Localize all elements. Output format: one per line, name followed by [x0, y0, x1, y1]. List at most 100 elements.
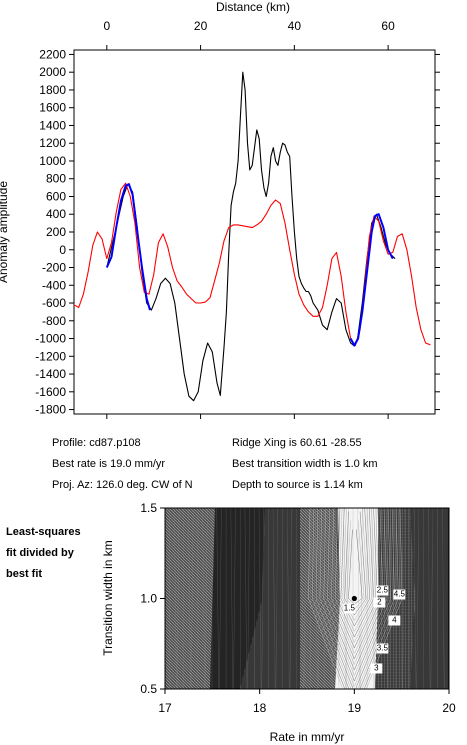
contour-line	[244, 508, 248, 689]
bottom-x-ticks: 17 18 19 20	[158, 689, 456, 715]
contour-line	[342, 508, 369, 622]
contour-label: 2	[377, 598, 382, 607]
series-line-observed	[106, 71, 396, 402]
contour-lines	[165, 508, 445, 689]
contour-label-bg	[376, 585, 389, 596]
contour-line	[317, 508, 321, 689]
contour-line	[413, 508, 417, 689]
top-y-tick-label: 0	[59, 243, 66, 257]
bottom-x-tick-label: 17	[158, 701, 172, 715]
top-y-tick-label: 800	[46, 172, 66, 186]
contour-line	[219, 508, 222, 689]
top-y-tick-label: -600	[42, 296, 66, 310]
bottom-chart: 17 18 19 20 0.5 1.0 1.5 Rate in mm/yr Transit…	[101, 501, 456, 744]
contour-label: 4	[392, 616, 397, 625]
best-fit-marker	[351, 595, 357, 602]
contour-line	[321, 508, 390, 682]
contour-line	[174, 508, 177, 689]
contour-label-bg	[370, 663, 383, 674]
side-note: Least-squares fit divided by best fit	[6, 522, 106, 585]
top-y-tick-label: -1800	[35, 403, 66, 417]
contour-line	[357, 508, 360, 689]
heatmap-band	[210, 508, 265, 689]
bottom-y-tick-label: 1.5	[140, 501, 157, 515]
top-y-tick-label: 2000	[39, 65, 66, 79]
contour-line	[188, 508, 191, 689]
contour-line	[202, 508, 205, 689]
proj-az-text: Proj. Az: 126.0 deg. CW of N	[52, 479, 193, 491]
top-x-ticks: 0 20 40 60	[103, 19, 395, 419]
contour-line	[442, 508, 445, 689]
top-y-tick-label: 1000	[39, 154, 66, 168]
contour-line	[310, 508, 401, 689]
contour-label-bg	[343, 603, 356, 614]
contour-line	[176, 508, 180, 689]
top-series-lines	[74, 71, 431, 402]
contour-line	[332, 508, 335, 689]
heatmap-light-region	[335, 508, 380, 689]
contour-line	[332, 508, 378, 649]
contour-line	[428, 508, 431, 689]
contour-line	[205, 508, 208, 689]
heatmap-band	[410, 508, 449, 689]
top-y-tick-label: 1600	[39, 101, 66, 115]
top-y-tick-label: 1800	[39, 83, 66, 97]
best-width-text: Best transition width is 1.0 km	[232, 458, 378, 470]
contour-line	[340, 508, 371, 627]
contour-label: 2.5	[377, 586, 389, 595]
contour-line	[275, 508, 278, 689]
bottom-x-tick-label: 18	[253, 701, 267, 715]
contour-line	[336, 508, 374, 638]
contour-label-bg	[393, 589, 406, 600]
contour-line	[261, 508, 264, 689]
contour-line	[385, 508, 389, 689]
contour-line	[287, 508, 290, 689]
contour-line	[247, 508, 250, 689]
heatmap-field	[165, 508, 449, 689]
contour-line	[301, 508, 304, 689]
contour-label: 1.5	[344, 604, 356, 613]
top-y-tick-label: 1400	[39, 118, 66, 132]
contour-line	[319, 508, 391, 688]
top-y-tick-label: -800	[42, 314, 66, 328]
contour-label: 3	[374, 664, 379, 673]
depth-text: Depth to source is 1.14 km	[232, 479, 363, 491]
bottom-y-ticks: 0.5 1.0 1.5	[140, 501, 165, 696]
series-line-fit	[105, 183, 151, 311]
contour-line	[315, 508, 395, 689]
top-x-tick-label: 20	[194, 19, 208, 33]
contour-label: 3.5	[377, 644, 389, 653]
contour-line	[303, 508, 307, 689]
contour-line	[371, 508, 374, 689]
contour-label-bg	[388, 615, 401, 626]
contour-label-bg	[376, 643, 389, 654]
contour-line	[343, 508, 346, 689]
top-y-axis-title: Anomaly amplitude	[0, 181, 10, 283]
contour-line	[317, 508, 393, 689]
top-y-tick-label: -1000	[35, 332, 66, 346]
contour-line	[346, 508, 349, 689]
top-y-ticks: -1800 -1600 -1400 -1200 -1000 -800 -600 -400 -20…	[35, 47, 440, 417]
side-note-line: best fit	[6, 568, 43, 580]
top-y-tick-label: -1600	[35, 385, 66, 399]
series-line-model	[74, 182, 431, 347]
heatmap-band	[165, 508, 215, 689]
contour-line	[315, 508, 318, 689]
top-x-axis-title: Distance (km)	[216, 0, 290, 14]
top-x-tick-label: 0	[103, 19, 110, 33]
contour-label-bg	[373, 597, 386, 608]
top-y-tick-label: -200	[42, 261, 66, 275]
contour-line	[258, 508, 262, 689]
contour-line	[325, 508, 386, 671]
contour-line	[344, 511, 367, 616]
contour-line	[233, 508, 236, 689]
side-note-line: Least-squares	[6, 526, 81, 538]
ridge-xing-text: Ridge Xing is 60.61 -28.55	[232, 437, 362, 449]
bottom-y-tick-label: 1.0	[140, 592, 157, 606]
series-line-fit2	[349, 213, 394, 347]
contour-line	[334, 508, 376, 644]
bottom-x-axis-title: Rate in mm/yr	[270, 730, 345, 744]
top-y-tick-label: 1200	[39, 136, 66, 150]
top-y-tick-label: -1200	[35, 349, 66, 363]
